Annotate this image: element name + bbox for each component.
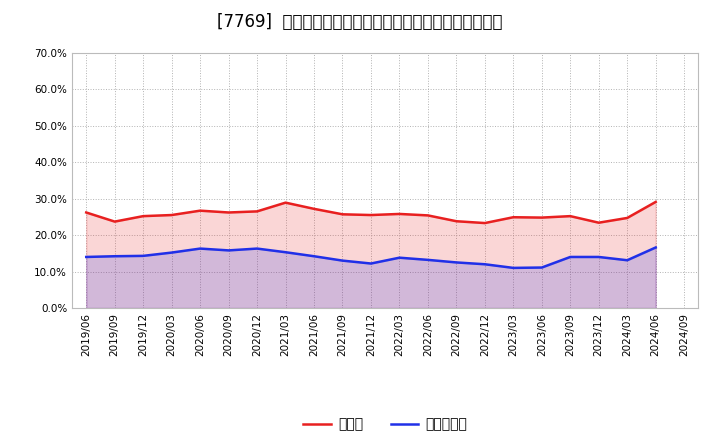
Line: 現須金: 現須金 xyxy=(86,202,656,223)
有利子負債 xyxy=(652,245,660,250)
有利子負債 xyxy=(395,255,404,260)
現須金 xyxy=(395,211,404,216)
有利子負債 xyxy=(282,249,290,255)
現須金 xyxy=(595,220,603,225)
有利子負債 xyxy=(310,253,318,259)
現須金 xyxy=(423,213,432,218)
現須金 xyxy=(652,199,660,205)
現須金 xyxy=(196,208,204,213)
Text: [7769]  現須金、有利子負債の総資産に対する比率の推移: [7769] 現須金、有利子負債の総資産に対する比率の推移 xyxy=(217,13,503,31)
有利子負債 xyxy=(480,262,489,267)
有利子負債 xyxy=(623,257,631,263)
有利子負債 xyxy=(167,250,176,255)
現須金 xyxy=(366,213,375,218)
現須金 xyxy=(452,219,461,224)
有利子負債 xyxy=(139,253,148,259)
有利子負債 xyxy=(253,246,261,251)
現須金 xyxy=(167,213,176,218)
有利子負債 xyxy=(338,258,347,263)
Line: 有利子負債: 有利子負債 xyxy=(86,247,656,268)
有利子負債 xyxy=(196,246,204,251)
有利子負債 xyxy=(366,261,375,266)
有利子負債 xyxy=(82,254,91,260)
現須金 xyxy=(139,213,148,219)
有利子負債 xyxy=(225,248,233,253)
有利子負債 xyxy=(509,265,518,271)
有利子負債 xyxy=(452,260,461,265)
現須金 xyxy=(225,210,233,215)
現須金 xyxy=(82,210,91,215)
Legend: 現須金, 有利子負債: 現須金, 有利子負債 xyxy=(297,412,473,437)
有利子負債 xyxy=(537,265,546,270)
現須金 xyxy=(537,215,546,220)
現須金 xyxy=(623,215,631,220)
現須金 xyxy=(110,219,119,224)
現須金 xyxy=(338,212,347,217)
現須金 xyxy=(480,220,489,226)
現須金 xyxy=(282,200,290,205)
現須金 xyxy=(566,213,575,219)
有利子負債 xyxy=(595,254,603,260)
有利子負債 xyxy=(566,254,575,260)
現須金 xyxy=(253,209,261,214)
有利子負債 xyxy=(110,253,119,259)
有利子負債 xyxy=(423,257,432,263)
現須金 xyxy=(310,206,318,212)
現須金 xyxy=(509,215,518,220)
